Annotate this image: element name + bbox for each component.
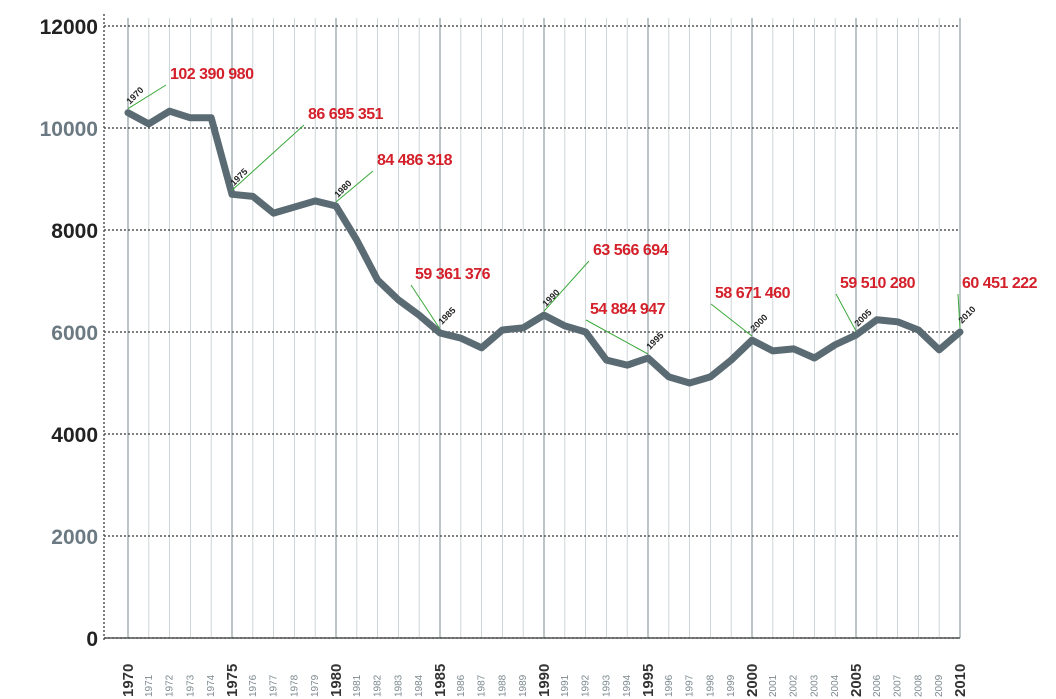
y-tick-label: 2000 — [51, 526, 98, 549]
x-tick-label: 1995 — [640, 664, 657, 697]
x-tick-label: 1977 — [269, 674, 280, 697]
x-tick-label: 1973 — [185, 674, 196, 697]
x-tick-label: 1976 — [248, 674, 259, 697]
x-tick-label: 2007 — [893, 674, 904, 697]
x-tick-label: 1994 — [622, 674, 633, 697]
x-tick-label: 1970 — [120, 664, 137, 697]
x-tick-label: 1975 — [224, 664, 241, 697]
x-tick-label: 1991 — [560, 674, 571, 697]
annotation: 84 486 318 — [377, 152, 453, 169]
annotation: 59 510 280 — [840, 275, 916, 292]
x-tick-label: 2005 — [848, 664, 865, 697]
x-tick-label: 1989 — [518, 674, 529, 697]
leader-line — [957, 293, 961, 329]
x-tick-label: 1996 — [664, 674, 675, 697]
x-tick-label: 1997 — [685, 674, 696, 697]
leader-line — [231, 124, 305, 191]
x-tick-label: 2010 — [952, 664, 969, 697]
line — [124, 107, 964, 387]
y-tick-label: 0 — [86, 628, 98, 651]
x-tick-label: 1971 — [144, 674, 155, 697]
annotation: 59 361 376 — [415, 266, 491, 283]
y-tick-label: 6000 — [51, 322, 98, 345]
x-tick-label: 1983 — [393, 674, 404, 697]
y-tick-label: 4000 — [51, 424, 98, 447]
leader-line — [127, 84, 167, 110]
x-tick-label: 1993 — [601, 674, 612, 697]
x-tick-label: 2000 — [744, 664, 761, 697]
leader-line — [835, 293, 857, 332]
annotation: 63 566 694 — [593, 242, 669, 259]
annotation: 54 884 947 — [590, 301, 666, 318]
annotation: 60 451 222 — [962, 275, 1038, 292]
x-tick-label: 1988 — [497, 674, 508, 697]
x-tick-label: 1992 — [581, 674, 592, 697]
x-tick-label: 1985 — [432, 664, 449, 697]
leader-line — [543, 260, 590, 312]
leader-line — [585, 319, 649, 355]
x-tick-label: 1987 — [477, 674, 488, 697]
x-tick-label: 2006 — [872, 674, 883, 697]
y-tick-label: 10000 — [40, 118, 98, 141]
y-tick-label: 12000 — [40, 16, 98, 39]
x-tick-label: 2008 — [913, 674, 924, 697]
x-tick-label: 1998 — [705, 674, 716, 697]
x-tick-label: 1979 — [310, 674, 321, 697]
x-tick-label: 1980 — [328, 664, 345, 697]
x-tick-label: 2003 — [809, 674, 820, 697]
y-tick-label: 8000 — [51, 220, 98, 243]
x-tick-label: 1986 — [456, 674, 467, 697]
x-tick-label: 1999 — [726, 674, 737, 697]
leader-line — [710, 303, 753, 337]
x-tick-label: 1974 — [206, 674, 217, 697]
x-tick-label: 1984 — [414, 674, 425, 697]
x-tick-label: 1990 — [536, 664, 553, 697]
x-tick-label: 2002 — [789, 674, 800, 697]
x-tick-label: 1982 — [373, 674, 384, 697]
annotation: 102 390 980 — [170, 66, 254, 83]
x-tick-label: 1981 — [352, 674, 363, 697]
x-tick-label: 2001 — [768, 674, 779, 697]
annotation: 86 695 351 — [308, 106, 384, 123]
annotation: 58 671 460 — [715, 285, 791, 302]
x-tick-label: 2004 — [830, 674, 841, 697]
x-tick-label: 1978 — [289, 674, 300, 697]
leader-line — [410, 284, 441, 330]
x-tick-label: 2009 — [934, 674, 945, 697]
leader-line — [335, 170, 374, 203]
x-tick-label: 1972 — [165, 674, 176, 697]
